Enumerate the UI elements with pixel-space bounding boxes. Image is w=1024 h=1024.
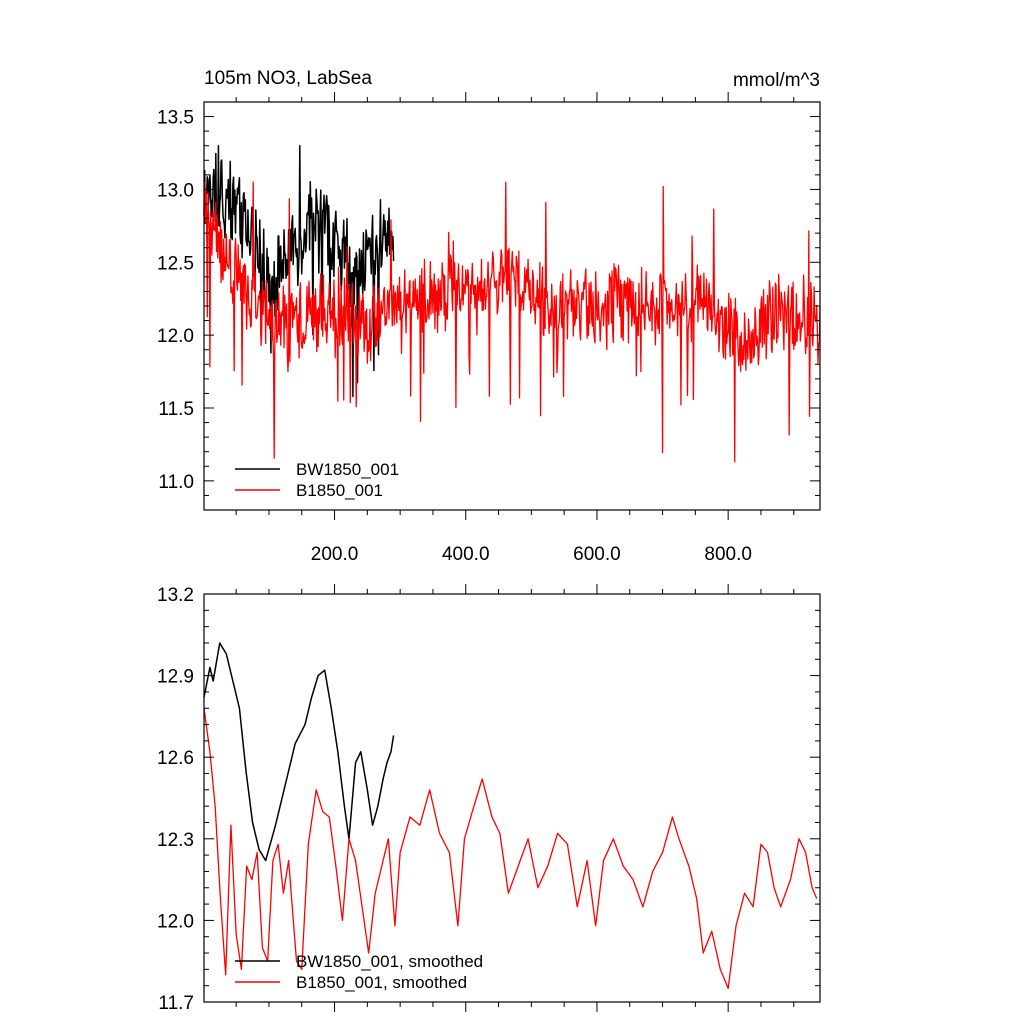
legend-label-b1850-smoothed: B1850_001, smoothed (296, 973, 467, 992)
legend-label-b1850: B1850_001 (296, 481, 383, 500)
top-series-b1850-001 (203, 181, 821, 463)
y-tick-label: 11.0 (158, 472, 194, 493)
chart-title: 105m NO3, LabSea (204, 68, 372, 89)
y-tick-label: 11.7 (158, 993, 194, 1014)
y-tick-label: 12.3 (157, 830, 194, 851)
y-tick-label: 13.5 (157, 108, 194, 129)
chart-units: mmol/m^3 (733, 70, 820, 91)
top-plot-frame (203, 101, 821, 511)
y-tick-label: 13.0 (157, 180, 194, 201)
top-legend: BW1850_001 B1850_001 (235, 460, 399, 500)
top-series-bw1850-001 (203, 144, 395, 398)
top-chart: 105m NO3, LabSea mmol/m^3 11.0 11.5 12.0 12… (157, 68, 821, 565)
y-tick-label: 11.5 (158, 399, 194, 420)
top-series-group (203, 144, 821, 463)
x-tick-label: 400.0 (442, 544, 490, 565)
bottom-series-bw1850-001-smoothed (203, 642, 395, 862)
bottom-axis-ticks: 11.7 12.0 12.3 12.6 12.9 13.2 (157, 584, 820, 1014)
y-tick-label: 12.5 (157, 253, 194, 274)
y-tick-label: 12.0 (157, 911, 194, 932)
legend-label-bw1850-smoothed: BW1850_001, smoothed (296, 952, 483, 971)
bottom-plot-frame (203, 593, 821, 1003)
x-tick-label: 800.0 (704, 544, 752, 565)
x-tick-label: 600.0 (573, 544, 621, 565)
x-tick-label: 200.0 (311, 544, 359, 565)
bottom-legend: BW1850_001, smoothed B1850_001, smoothed (235, 952, 483, 992)
y-tick-label: 12.0 (157, 326, 194, 347)
y-tick-label: 12.9 (157, 667, 194, 688)
bottom-chart: 11.7 12.0 12.3 12.6 12.9 13.2 BW1850_001, smo… (157, 584, 821, 1014)
bottom-series-b1850-001-smoothed (203, 708, 818, 990)
top-axis-ticks: 11.0 11.5 12.0 12.5 13.0 13.5 200.0 400.0 600.0 8… (157, 92, 820, 565)
y-tick-label: 12.6 (157, 748, 194, 769)
y-tick-label: 13.2 (157, 585, 194, 606)
bottom-series-group (203, 642, 818, 990)
legend-label-bw1850: BW1850_001 (296, 460, 399, 479)
